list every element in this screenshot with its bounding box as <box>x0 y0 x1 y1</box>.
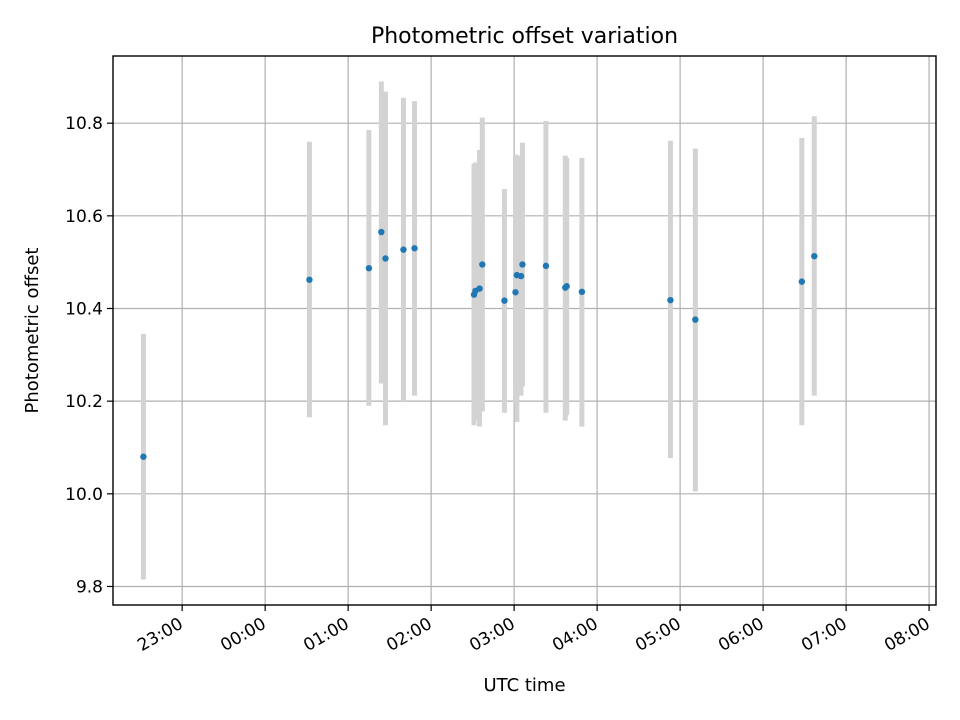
x-tick-label: 05:00 <box>632 614 684 656</box>
data-point <box>501 297 508 304</box>
y-tick-label: 10.2 <box>65 392 103 412</box>
data-point <box>378 228 385 236</box>
x-tick-label: 04:00 <box>549 614 601 656</box>
data-point <box>692 316 699 323</box>
x-tick-label: 07:00 <box>798 614 850 656</box>
data-point <box>667 296 674 304</box>
y-tick-label: 10.4 <box>65 299 103 319</box>
x-tick-label: 06:00 <box>715 614 767 656</box>
x-tick-label: 23:00 <box>134 614 186 656</box>
y-axis-label: Photometric offset <box>22 248 43 414</box>
data-point <box>811 252 818 260</box>
y-tick-label: 10.0 <box>65 485 103 505</box>
data-point <box>400 246 407 253</box>
x-tick-label: 08:00 <box>881 614 933 656</box>
data-point <box>519 261 526 268</box>
x-tick-label: 00:00 <box>217 614 269 656</box>
data-point <box>563 283 570 290</box>
data-point <box>365 264 373 272</box>
data-point <box>512 289 519 296</box>
x-tick-label: 03:00 <box>466 614 518 656</box>
data-point <box>479 261 486 268</box>
data-point <box>140 453 147 460</box>
data-point <box>476 285 483 292</box>
error-bars <box>140 81 817 580</box>
y-tick-label: 10.6 <box>65 207 103 227</box>
data-point <box>306 276 313 283</box>
x-axis-label: UTC time <box>483 675 565 696</box>
y-tick-label: 10.8 <box>65 114 103 134</box>
plot-frame <box>112 55 937 606</box>
data-points <box>140 228 818 460</box>
data-point <box>517 272 525 280</box>
x-tick-label: 02:00 <box>383 614 435 656</box>
x-tick-label: 01:00 <box>300 614 352 656</box>
y-tick-label: 9.8 <box>76 577 103 597</box>
chart-title: Photometric offset variation <box>371 24 678 49</box>
data-point <box>542 262 550 270</box>
data-point <box>798 278 806 285</box>
data-point <box>382 255 389 262</box>
data-point <box>411 245 418 252</box>
data-point <box>578 288 586 296</box>
